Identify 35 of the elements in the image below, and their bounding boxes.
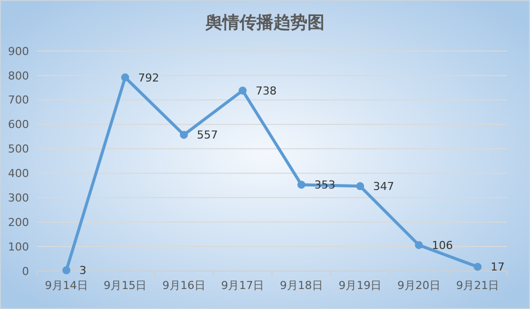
point: [180, 130, 188, 139]
y-tick-label: 700: [8, 94, 29, 107]
point: [474, 262, 482, 271]
point: [297, 180, 306, 189]
y-tick-label: 800: [8, 69, 29, 82]
y-tick-label: 900: [8, 44, 29, 58]
y-tick-label: 600: [8, 118, 29, 132]
x-tick-label: 9月18日: [280, 279, 323, 292]
x-tick-label: 9月14日: [44, 279, 88, 292]
x-tick-label: 9月17日: [221, 279, 264, 292]
point: [414, 241, 423, 250]
data-label: 17: [490, 260, 505, 274]
data-label: 353: [314, 178, 336, 192]
x-tick-label: 9月16日: [162, 279, 206, 292]
data-label: 347: [373, 180, 394, 194]
point: [62, 266, 70, 274]
data-label: 738: [256, 84, 277, 98]
data-label: 3: [79, 264, 86, 278]
data-label: 557: [196, 128, 218, 142]
y-tick-label: 200: [8, 216, 29, 229]
x-tick-label: 9月15日: [104, 279, 147, 292]
y-tick-label: 300: [8, 192, 29, 205]
chart-title: 舆情传播趋势图: [204, 13, 324, 33]
point: [238, 86, 247, 95]
y-tick-label: 400: [8, 167, 29, 180]
x-tick-label: 9月19日: [338, 279, 382, 292]
y-tick-label: 100: [8, 240, 29, 254]
data-label: 106: [432, 238, 453, 252]
data-label: 792: [138, 71, 160, 84]
y-tick-label: 0: [22, 264, 29, 278]
x-tick-label: 9月20日: [397, 279, 440, 292]
point: [356, 182, 364, 190]
y-tick-label: 500: [8, 142, 29, 156]
x-tick-label: 9月21日: [456, 279, 500, 292]
point: [121, 73, 130, 82]
